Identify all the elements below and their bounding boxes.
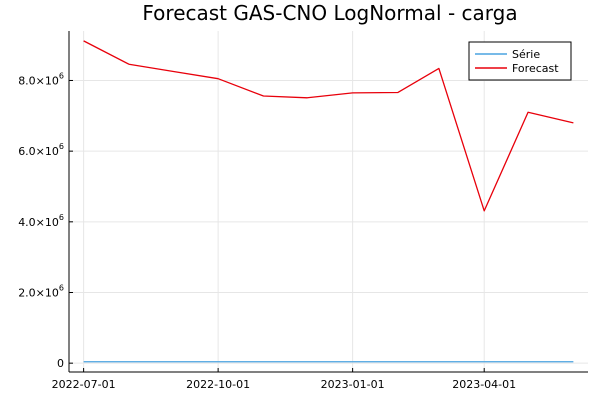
legend-label: Forecast xyxy=(512,62,559,75)
x-tick-label: 2023-01-01 xyxy=(321,378,385,391)
x-tick-label: 2022-07-01 xyxy=(52,378,116,391)
x-tick-label: 2022-10-01 xyxy=(186,378,250,391)
series-layer xyxy=(83,40,574,363)
legend-label: Série xyxy=(512,48,540,61)
y-tick-label: 4.0×106 xyxy=(18,213,64,229)
x-tick-label: 2023-04-01 xyxy=(452,378,516,391)
axis-layer: 2022-07-01 2022-10-01 2023-01-01 2023-04-01… xyxy=(18,31,588,391)
grid-layer xyxy=(69,31,588,372)
series-line-forecast xyxy=(83,40,574,212)
y-tick-label: 0 xyxy=(57,357,64,370)
y-tick-label: 6.0×106 xyxy=(18,142,64,158)
legend-box xyxy=(468,41,572,81)
y-tick-label: 8.0×106 xyxy=(18,71,64,87)
chart-title: Forecast GAS-CNO LogNormal - carga xyxy=(142,1,517,25)
y-tick-label: 2.0×106 xyxy=(18,283,64,299)
